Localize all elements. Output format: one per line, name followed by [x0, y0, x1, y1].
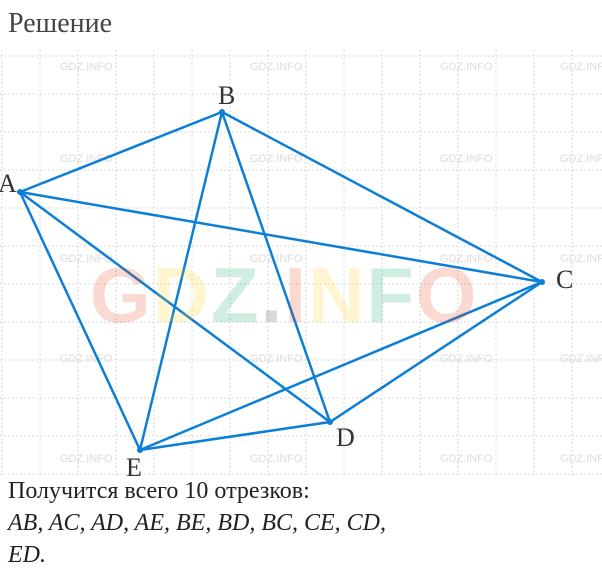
watermark-small: GDZ.INFO: [440, 61, 493, 73]
vertex-label-A: A: [0, 169, 17, 198]
vertex-C: [539, 279, 545, 285]
watermark-small: GDZ.INFO: [250, 453, 303, 465]
watermark-small: GDZ.INFO: [440, 153, 493, 165]
edge-AB: [20, 112, 222, 192]
segments-line: AB, AC, AD, AE, BE, BD, BC, CE, CD,: [8, 510, 386, 537]
vertex-label-C: C: [556, 265, 573, 294]
watermark-small: GDZ.INFO: [250, 353, 303, 365]
watermark-small: GDZ.INFO: [560, 153, 602, 165]
watermark-small: GDZ.INFO: [560, 353, 602, 365]
vertex-label-E: E: [126, 453, 142, 480]
watermark-large: GDZ.INFO: [90, 250, 479, 341]
summary-suffix: отрезков:: [208, 478, 309, 504]
vertex-D: [327, 419, 333, 425]
segments-list: AB, AC, AD, AE, BE, BD, BC, CE, CD,: [8, 510, 386, 536]
vertex-label-B: B: [218, 81, 235, 110]
watermark-small: GDZ.INFO: [60, 61, 113, 73]
watermark-small: GDZ.INFO: [250, 153, 303, 165]
watermark-small: GDZ.INFO: [440, 453, 493, 465]
vertex-A: [17, 189, 23, 195]
segments-tail-text: ED.: [8, 542, 46, 568]
summary-count: 10: [184, 478, 208, 504]
watermark-small: GDZ.INFO: [440, 353, 493, 365]
vertex-label-D: D: [336, 423, 355, 452]
summary-line: Получится всего 10 отрезков:: [8, 478, 310, 505]
watermark-small: GDZ.INFO: [60, 353, 113, 365]
watermark-small: GDZ.INFO: [60, 453, 113, 465]
watermark-small: GDZ.INFO: [560, 253, 602, 265]
page-title: Решение: [8, 8, 112, 40]
watermark-small: GDZ.INFO: [250, 61, 303, 73]
summary-prefix: Получится всего: [8, 478, 184, 504]
segments-tail: ED.: [8, 542, 46, 569]
watermark-small: GDZ.INFO: [560, 453, 602, 465]
watermark-small: GDZ.INFO: [560, 61, 602, 73]
